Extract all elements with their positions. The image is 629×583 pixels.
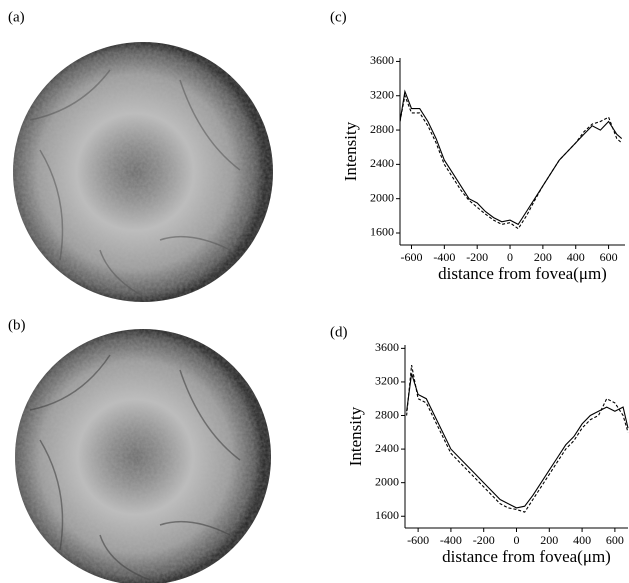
y-tick-label: 2400: [370, 156, 394, 170]
panel-label: (b): [8, 317, 26, 333]
x-tick-label: 600: [600, 250, 618, 264]
x-tick-label: -600: [400, 250, 422, 264]
series-line: [406, 373, 629, 509]
y-tick-label: 3200: [370, 87, 394, 101]
y-tick-label: 2000: [370, 190, 394, 204]
x-tick-label: -200: [466, 250, 488, 264]
y-tick-label: 3600: [370, 53, 394, 67]
x-tick-label: -600: [407, 533, 429, 547]
y-tick-label: 2000: [375, 474, 399, 488]
panel-label: (a): [8, 9, 25, 25]
y-tick-label: 2400: [375, 441, 399, 455]
series-line: [399, 89, 623, 226]
y-tick-label: 2800: [375, 407, 399, 421]
series-line: [399, 93, 623, 230]
y-tick-label: 2800: [370, 122, 394, 136]
x-axis-title: distance from fovea(μm): [442, 547, 611, 566]
x-tick-label: 400: [573, 533, 591, 547]
x-tick-label: -400: [440, 533, 462, 547]
y-tick-label: 1600: [370, 225, 394, 239]
x-tick-label: -400: [433, 250, 455, 264]
x-axis-title: distance from fovea(μm): [438, 264, 607, 283]
panel-label: (c): [330, 9, 347, 25]
x-tick-label: 600: [606, 533, 624, 547]
y-tick-label: 3200: [375, 374, 399, 388]
x-tick-label: 200: [540, 533, 558, 547]
y-axis-title: Intensity: [341, 121, 360, 181]
y-tick-label: 1600: [375, 508, 399, 522]
y-axis-title: Intensity: [346, 406, 365, 466]
x-tick-label: 0: [514, 533, 520, 547]
x-tick-label: 0: [507, 250, 513, 264]
fundus-image-a: [13, 42, 273, 302]
x-tick-label: -200: [473, 533, 495, 547]
x-tick-label: 200: [534, 250, 552, 264]
x-tick-label: 400: [567, 250, 585, 264]
y-tick-label: 3600: [375, 340, 399, 354]
panel-label: (d): [330, 324, 348, 340]
fundus-image-b: [15, 329, 271, 583]
series-line: [406, 364, 629, 513]
